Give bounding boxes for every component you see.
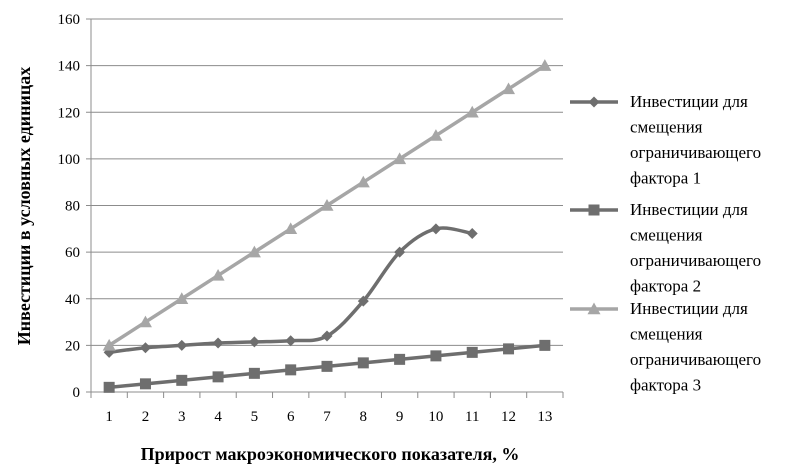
legend-entry-1: Инвестиции для смещения ограничивающего фак… [570, 92, 761, 188]
gridlines [91, 18, 563, 346]
data-point [539, 339, 551, 351]
data-point [321, 360, 333, 372]
legend-label-line: Инвестиции для [630, 200, 748, 219]
legend-entry-3: Инвестиции для смещения ограничивающего фак… [570, 299, 761, 395]
x-tick-label: 7 [323, 409, 331, 425]
y-tick-label: 160 [58, 12, 81, 28]
data-point [394, 353, 406, 365]
y-axis-title: Инвестиции в условных единицах [14, 67, 34, 345]
data-point [356, 175, 370, 188]
series-line [108, 226, 473, 355]
series-2 [103, 339, 551, 393]
legend-label: Инвестиции для смещения ограничивающего фак… [630, 200, 761, 296]
data-point [103, 381, 115, 393]
series-1 [103, 223, 478, 358]
data-point [503, 343, 515, 355]
legend-label: Инвестиции для смещения ограничивающего фак… [630, 299, 761, 395]
data-point [538, 59, 552, 71]
y-tick-label: 40 [65, 292, 80, 308]
legend-entry-2: Инвестиции для смещения ограничивающего фак… [570, 200, 761, 296]
x-tick-label: 5 [251, 409, 259, 425]
data-point [175, 292, 189, 304]
data-point [429, 129, 443, 141]
legend-label-line: фактора 1 [630, 169, 701, 188]
data-point [139, 342, 151, 354]
legend-label-line: ограничивающего [630, 143, 761, 162]
legend-label: Инвестиции для смещения ограничивающего фак… [630, 92, 761, 188]
x-tick-label: 8 [360, 409, 368, 425]
legend-marker [587, 302, 601, 315]
x-tick-label: 10 [428, 409, 443, 425]
data-point [357, 295, 369, 307]
data-point [176, 374, 188, 386]
data-point [285, 335, 297, 347]
x-tick-label: 1 [105, 409, 113, 425]
data-point [212, 371, 224, 383]
data-point [139, 378, 151, 390]
y-tick-label: 140 [58, 59, 81, 75]
x-tick-label: 6 [287, 409, 295, 425]
data-point [465, 105, 479, 118]
data-point [284, 222, 298, 235]
data-point [247, 245, 261, 258]
x-tick-label: 2 [142, 409, 150, 425]
data-point [320, 199, 334, 211]
data-point [285, 364, 297, 376]
legend-label-line: фактора 2 [630, 277, 701, 296]
data-point [102, 338, 116, 351]
legend: Инвестиции для смещения ограничивающего фак… [570, 92, 761, 395]
y-tick-label: 100 [58, 152, 81, 168]
x-tick-label: 9 [396, 409, 404, 425]
legend-label-line: ограничивающего [630, 350, 761, 369]
data-point [211, 268, 225, 281]
data-point [357, 357, 369, 369]
series-group [102, 59, 552, 393]
legend-label-line: Инвестиции для [630, 92, 748, 111]
data-point [248, 336, 260, 348]
y-tick-label: 0 [73, 385, 81, 401]
y-tick-label: 80 [65, 199, 80, 215]
data-point [393, 152, 407, 165]
legend-marker [588, 204, 600, 216]
axes [86, 18, 564, 398]
legend-label-line: ограничивающего [630, 251, 761, 270]
data-point [212, 337, 224, 349]
legend-label-line: смещения [630, 226, 703, 245]
data-point [466, 227, 478, 239]
legend-label-line: смещения [630, 118, 703, 137]
data-point [321, 330, 333, 342]
x-axis-title: Прирост макроэкономического показателя, … [141, 444, 520, 464]
y-tick-label: 20 [65, 338, 80, 354]
data-point [176, 339, 188, 351]
legend-label-line: смещения [630, 325, 703, 344]
data-point [248, 367, 260, 379]
x-tick-label: 13 [537, 409, 552, 425]
data-point [138, 315, 152, 328]
legend-label-line: Инвестиции для [630, 299, 748, 318]
data-point [430, 223, 442, 235]
legend-label-line: фактора 3 [630, 376, 701, 395]
x-tick-label: 12 [501, 409, 516, 425]
data-point [466, 346, 478, 358]
series-3 [102, 59, 552, 351]
legend-marker [588, 96, 600, 108]
y-tick-label: 60 [65, 245, 80, 261]
data-point [502, 82, 516, 95]
x-tick-label: 4 [214, 409, 222, 425]
y-tick-label: 120 [58, 105, 81, 121]
data-point [394, 246, 406, 258]
x-tick-label: 11 [465, 409, 479, 425]
data-point [430, 350, 442, 362]
x-tick-label: 3 [178, 409, 186, 425]
